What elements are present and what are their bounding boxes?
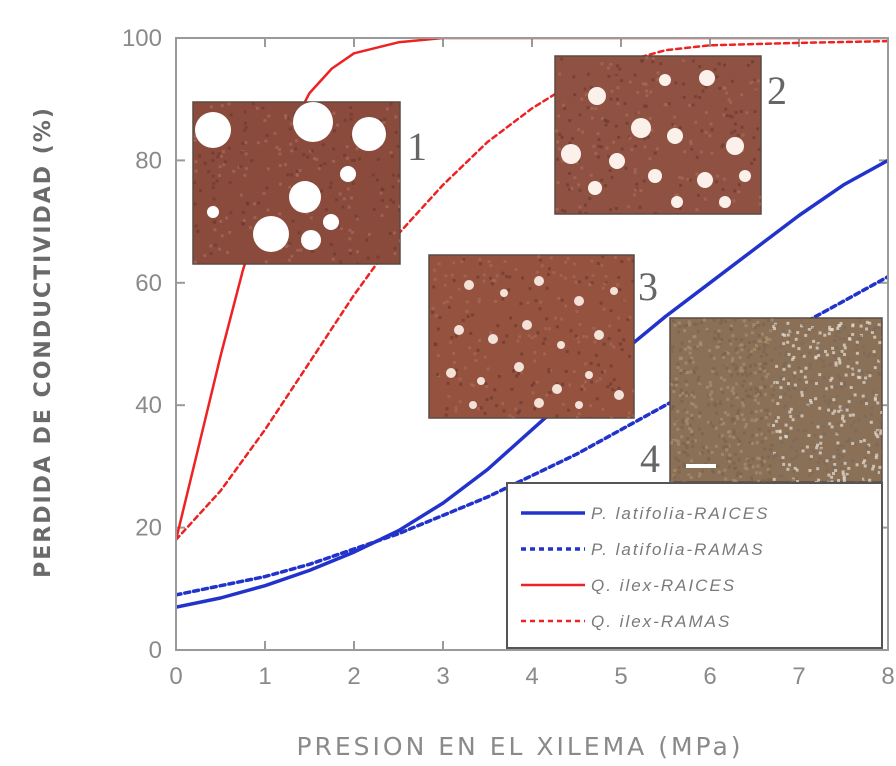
vessel-pore bbox=[719, 196, 731, 208]
vessel-pore bbox=[514, 362, 524, 372]
vessel-pore bbox=[488, 334, 498, 344]
vessel-pore bbox=[522, 320, 532, 330]
y-tick-label: 0 bbox=[149, 637, 162, 664]
vessel-pore bbox=[659, 74, 671, 86]
y-tick-label: 40 bbox=[135, 392, 162, 419]
vessel-pore bbox=[726, 137, 744, 155]
inset-number-label: 1 bbox=[407, 124, 427, 169]
x-tick-label: 2 bbox=[347, 663, 360, 690]
micrograph-inset-4: 4 bbox=[640, 317, 883, 483]
micrograph-inset-2: 2 bbox=[554, 55, 787, 215]
y-tick-label: 60 bbox=[135, 270, 162, 297]
legend-label: Q. ilex-RAMAS bbox=[591, 612, 731, 631]
legend-label: P. latifolia-RAICES bbox=[591, 504, 769, 523]
vessel-pore bbox=[195, 112, 231, 148]
x-tick-label: 8 bbox=[881, 663, 894, 690]
vessel-pore bbox=[534, 398, 544, 408]
vessel-pore bbox=[207, 206, 219, 218]
vessel-pore bbox=[446, 368, 456, 378]
vessel-pore bbox=[454, 325, 464, 335]
vessel-pore bbox=[594, 330, 604, 340]
vessel-pore bbox=[557, 341, 565, 349]
vessel-pore bbox=[253, 216, 289, 252]
series-line-q-ilex-ramas bbox=[176, 39, 888, 542]
x-tick-label: 7 bbox=[792, 663, 805, 690]
legend-label: Q. ilex-RAICES bbox=[591, 576, 736, 595]
vessel-pore bbox=[699, 70, 715, 86]
vessel-pore bbox=[477, 377, 485, 385]
inset-number-label: 3 bbox=[638, 264, 658, 309]
inset-number-label: 4 bbox=[640, 436, 660, 481]
legend-label: P. latifolia-RAMAS bbox=[591, 540, 765, 559]
vessel-pore bbox=[574, 296, 584, 306]
vessel-pore bbox=[352, 117, 386, 151]
vessel-pore bbox=[697, 172, 713, 188]
vessel-pore bbox=[464, 280, 474, 290]
y-tick-label: 100 bbox=[122, 25, 162, 52]
vessel-pore bbox=[667, 128, 683, 144]
vessel-pore bbox=[552, 384, 562, 394]
x-tick-label: 0 bbox=[169, 663, 182, 690]
vessel-pore bbox=[739, 170, 751, 182]
vessel-pore bbox=[534, 276, 544, 286]
vessel-pore bbox=[323, 214, 339, 230]
x-tick-label: 1 bbox=[258, 663, 271, 690]
y-tick-label: 80 bbox=[135, 147, 162, 174]
vessel-pore bbox=[340, 166, 356, 182]
scale-bar bbox=[686, 464, 716, 468]
vessel-pore bbox=[301, 230, 321, 250]
vessel-pore bbox=[469, 401, 477, 409]
vessel-pore bbox=[293, 102, 333, 142]
vessel-pore bbox=[500, 289, 508, 297]
vessel-pore bbox=[588, 87, 606, 105]
x-tick-label: 3 bbox=[436, 663, 449, 690]
micrograph-inset-3: 3 bbox=[428, 254, 658, 419]
y-axis-title: PERDIDA DE CONDUCTIVIDAD (%) bbox=[31, 106, 56, 578]
x-axis-title: PRESION EN EL XILEMA (MPa) bbox=[296, 732, 743, 761]
vessel-pore bbox=[609, 153, 625, 169]
vessel-pore bbox=[561, 144, 581, 164]
x-tick-label: 6 bbox=[703, 663, 716, 690]
micrograph-inset-1: 1 bbox=[192, 101, 427, 265]
series-line-q-ilex-raices bbox=[176, 38, 888, 542]
vessel-pore bbox=[610, 287, 618, 295]
x-tick-label: 5 bbox=[614, 663, 627, 690]
series-line-p-latifolia-raices bbox=[176, 158, 888, 609]
y-tick-label: 20 bbox=[135, 515, 162, 542]
vessel-pore bbox=[289, 181, 321, 213]
plot-frame bbox=[175, 37, 889, 651]
inset-number-label: 2 bbox=[767, 68, 787, 113]
vessel-pore bbox=[614, 390, 624, 400]
vessel-pore bbox=[575, 401, 583, 409]
vessel-pore bbox=[585, 371, 593, 379]
vessel-pore bbox=[631, 118, 651, 138]
vessel-pore bbox=[671, 196, 683, 208]
vessel-pore bbox=[648, 169, 662, 183]
vessel-pore bbox=[588, 181, 602, 195]
x-tick-label: 4 bbox=[525, 663, 538, 690]
